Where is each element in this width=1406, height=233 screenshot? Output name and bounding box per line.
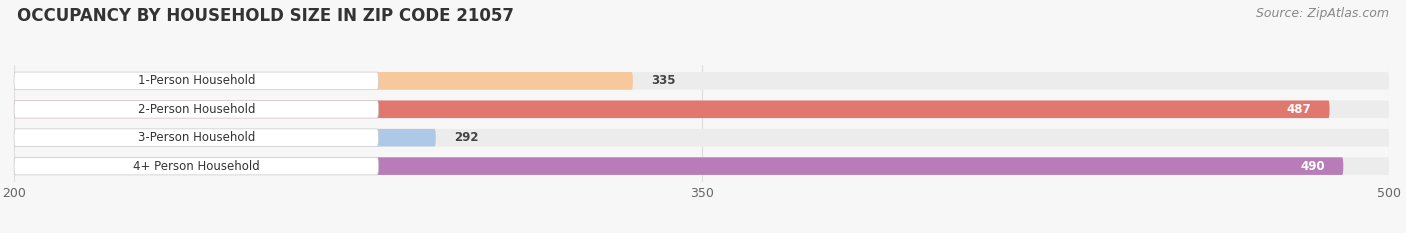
FancyBboxPatch shape: [14, 100, 378, 118]
Text: 4+ Person Household: 4+ Person Household: [134, 160, 260, 173]
Text: 487: 487: [1286, 103, 1312, 116]
FancyBboxPatch shape: [14, 157, 1389, 175]
FancyBboxPatch shape: [14, 129, 378, 147]
Text: 1-Person Household: 1-Person Household: [138, 74, 254, 87]
Text: 292: 292: [454, 131, 478, 144]
FancyBboxPatch shape: [14, 100, 1389, 118]
Text: 335: 335: [651, 74, 676, 87]
FancyBboxPatch shape: [14, 72, 378, 90]
Text: OCCUPANCY BY HOUSEHOLD SIZE IN ZIP CODE 21057: OCCUPANCY BY HOUSEHOLD SIZE IN ZIP CODE …: [17, 7, 513, 25]
FancyBboxPatch shape: [14, 129, 436, 147]
FancyBboxPatch shape: [14, 100, 1330, 118]
Text: 2-Person Household: 2-Person Household: [138, 103, 254, 116]
FancyBboxPatch shape: [14, 72, 633, 90]
Text: Source: ZipAtlas.com: Source: ZipAtlas.com: [1256, 7, 1389, 20]
Text: 490: 490: [1301, 160, 1324, 173]
FancyBboxPatch shape: [14, 72, 1389, 90]
FancyBboxPatch shape: [14, 129, 1389, 147]
FancyBboxPatch shape: [14, 157, 1343, 175]
Text: 3-Person Household: 3-Person Household: [138, 131, 254, 144]
FancyBboxPatch shape: [14, 157, 378, 175]
